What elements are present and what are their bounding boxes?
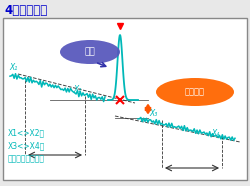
Text: 接続損失: 接続損失 [185,87,205,97]
Text: X₂: X₂ [74,85,82,94]
FancyBboxPatch shape [3,18,247,180]
Ellipse shape [60,40,120,64]
Text: 4点マーカ法: 4点マーカ法 [4,4,47,17]
Text: X₄: X₄ [212,129,220,138]
Text: X₁: X₁ [9,63,17,72]
Text: X1<>X2、
X3<>X4は
できるだけ離す。: X1<>X2、 X3<>X4は できるだけ離す。 [8,128,46,163]
Ellipse shape [156,78,234,106]
Text: X₃: X₃ [150,109,158,118]
Text: 反射: 反射 [84,47,96,57]
